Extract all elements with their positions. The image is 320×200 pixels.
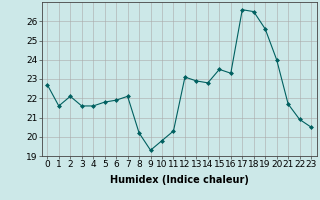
X-axis label: Humidex (Indice chaleur): Humidex (Indice chaleur) bbox=[110, 175, 249, 185]
